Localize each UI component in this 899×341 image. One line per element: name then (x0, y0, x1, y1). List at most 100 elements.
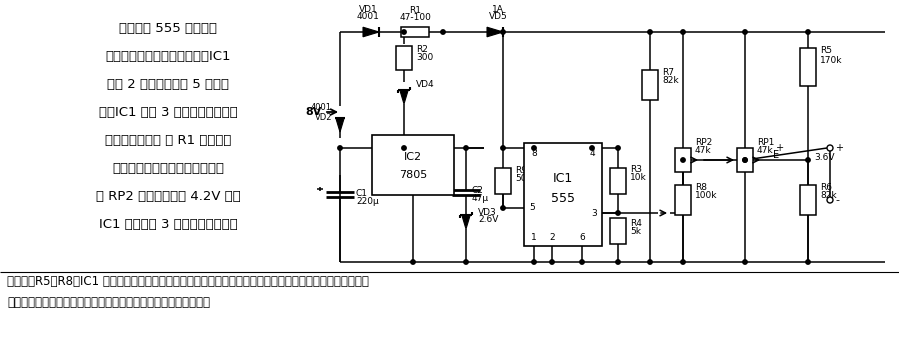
Text: RP1: RP1 (757, 138, 774, 147)
Polygon shape (462, 215, 470, 229)
Bar (401, 27, 429, 37)
Text: RP2: RP2 (695, 138, 712, 147)
Circle shape (827, 197, 833, 203)
Text: C2: C2 (472, 186, 484, 195)
Circle shape (648, 30, 652, 34)
Text: 1: 1 (531, 234, 537, 242)
Bar (396, 46, 412, 70)
Text: 8: 8 (531, 148, 537, 158)
Circle shape (580, 260, 584, 264)
Bar (495, 168, 511, 194)
Text: 170k: 170k (820, 56, 842, 65)
Circle shape (743, 260, 747, 264)
Text: R2: R2 (416, 45, 428, 54)
Text: IC1: IC1 (553, 172, 574, 184)
Circle shape (616, 211, 620, 215)
Circle shape (501, 146, 505, 150)
Bar (524, 143, 602, 246)
Circle shape (616, 146, 620, 150)
Circle shape (681, 30, 685, 34)
Text: R9: R9 (515, 166, 527, 175)
Circle shape (681, 158, 685, 162)
Circle shape (338, 146, 343, 150)
Bar (675, 185, 691, 215)
Text: 5k: 5k (630, 227, 641, 236)
Circle shape (411, 260, 415, 264)
Text: R1: R1 (409, 6, 421, 15)
Text: 3.6V: 3.6V (814, 153, 835, 162)
Circle shape (681, 260, 685, 264)
Text: 器工作。当电池电压不足时，IC1: 器工作。当电池电压不足时，IC1 (105, 50, 231, 63)
Circle shape (501, 206, 505, 210)
Text: 2.6V: 2.6V (478, 215, 498, 224)
Text: R3: R3 (630, 165, 642, 174)
Circle shape (441, 30, 445, 34)
Circle shape (743, 30, 747, 34)
Text: 4001: 4001 (311, 103, 332, 112)
Text: 到 RP2 设定的上限值 4.2V 时，: 到 RP2 设定的上限值 4.2V 时， (95, 190, 240, 203)
Text: 4001: 4001 (357, 12, 379, 21)
Text: C1: C1 (356, 190, 368, 198)
Circle shape (532, 146, 536, 150)
Text: 82k: 82k (820, 191, 837, 200)
Circle shape (464, 260, 468, 264)
Text: R8: R8 (695, 183, 707, 192)
Text: VD2: VD2 (315, 113, 332, 121)
Text: 2: 2 (549, 234, 555, 242)
Circle shape (501, 30, 505, 34)
Text: R5: R5 (820, 46, 832, 55)
Text: +: + (773, 143, 784, 153)
Text: 82k: 82k (662, 76, 679, 85)
Text: 47μ: 47μ (472, 194, 489, 203)
Text: 220μ: 220μ (356, 197, 378, 207)
Circle shape (827, 145, 833, 151)
Text: E: E (773, 150, 779, 160)
Bar (675, 148, 691, 172)
Text: 500: 500 (515, 174, 532, 183)
Bar (800, 48, 816, 86)
Circle shape (743, 158, 747, 162)
Polygon shape (363, 27, 379, 37)
Bar (800, 185, 816, 215)
Bar (610, 218, 626, 244)
Circle shape (402, 146, 406, 150)
Bar (737, 148, 753, 172)
Circle shape (743, 158, 747, 162)
Circle shape (550, 260, 554, 264)
Text: 47k: 47k (757, 146, 774, 155)
Text: 100k: 100k (695, 191, 717, 200)
Text: 器对电池充电。当电池电压上升: 器对电池充电。当电池电压上升 (112, 162, 224, 175)
Text: VD4: VD4 (416, 80, 434, 89)
Bar (610, 168, 626, 194)
Circle shape (648, 260, 652, 264)
Circle shape (806, 158, 810, 162)
Text: +: + (835, 143, 843, 153)
Circle shape (464, 146, 468, 150)
Text: 555: 555 (551, 192, 575, 205)
Text: 半，IC1 的第 3 脚输出高电平，触: 半，IC1 的第 3 脚输出高电平，触 (99, 106, 237, 119)
Text: 时基电路 555 作为比较: 时基电路 555 作为比较 (119, 22, 217, 35)
Bar (642, 70, 658, 100)
Circle shape (590, 146, 594, 150)
Polygon shape (336, 118, 344, 132)
Text: 动充电电路，适用于改进无绳电话及对讲机等配套的普通充电器。: 动充电电路，适用于改进无绳电话及对讲机等配套的普通充电器。 (7, 296, 210, 309)
Text: VD1: VD1 (359, 5, 378, 14)
Bar (372, 135, 454, 195)
Text: 7805: 7805 (399, 170, 427, 180)
Text: 止充电。R5～R8、IC1 仍然继续监测电池的电压，使电池总处于充足状态，保障电话手机随时正常使用。此自: 止充电。R5～R8、IC1 仍然继续监测电池的电压，使电池总处于充足状态，保障电… (7, 275, 369, 288)
Text: 10k: 10k (630, 173, 646, 182)
Text: VD3: VD3 (478, 208, 497, 217)
Text: 的第 2 脚分压低于第 5 脚的一: 的第 2 脚分压低于第 5 脚的一 (107, 78, 229, 91)
Text: 3: 3 (592, 208, 597, 218)
Text: 5: 5 (530, 204, 535, 212)
Text: 47-100: 47-100 (399, 13, 431, 22)
Text: R4: R4 (630, 219, 642, 228)
Circle shape (806, 260, 810, 264)
Text: 发可控硬导通， 经 R1 限流电阵: 发可控硬导通， 经 R1 限流电阵 (105, 134, 231, 147)
Circle shape (806, 30, 810, 34)
Text: 47k: 47k (695, 146, 712, 155)
Circle shape (402, 30, 406, 34)
Text: 4: 4 (589, 148, 595, 158)
Text: 8V: 8V (306, 107, 322, 117)
Polygon shape (487, 27, 503, 37)
